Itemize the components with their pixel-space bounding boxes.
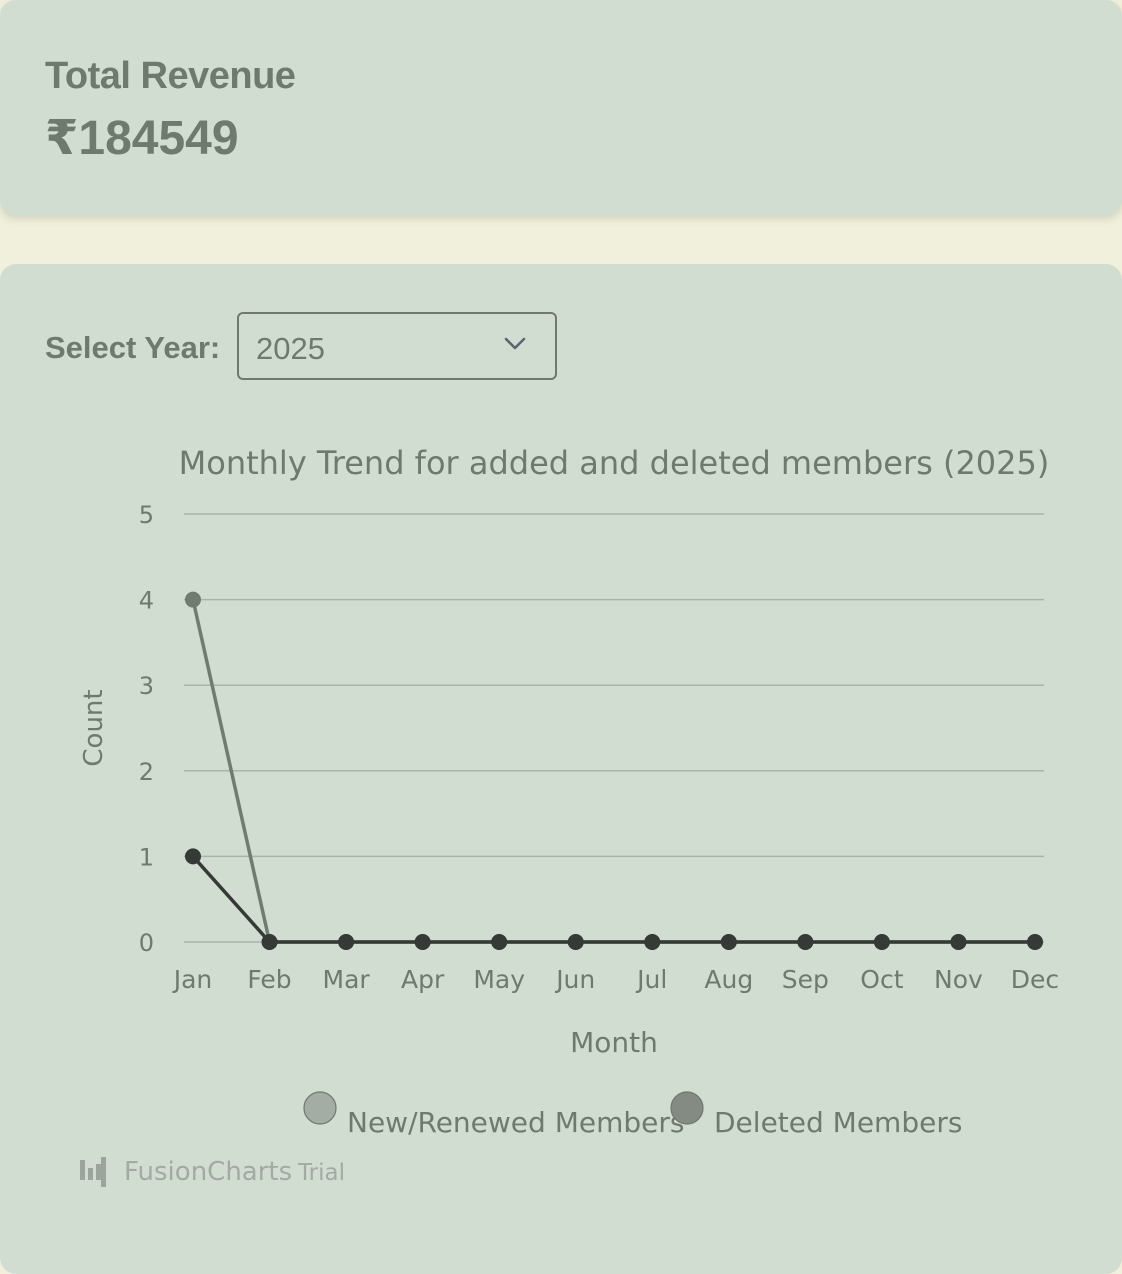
series-1 [185, 848, 1043, 950]
data-point[interactable] [567, 934, 584, 950]
data-point[interactable] [185, 591, 201, 608]
chart-card: Select Year: 2025 Monthly Trend for adde… [0, 264, 1122, 1274]
x-tick-label: Oct [860, 965, 903, 994]
x-tick-label: May [473, 965, 525, 994]
data-point[interactable] [720, 934, 737, 950]
x-tick-label: Feb [247, 965, 291, 994]
series-line [191, 855, 1035, 944]
data-point[interactable] [797, 934, 814, 950]
revenue-title: Total Revenue [45, 55, 296, 97]
watermark-suffix: Trial [297, 1160, 345, 1186]
data-point[interactable] [338, 934, 355, 950]
x-axis-ticks: Jan Feb Mar Apr May Jun Jul Aug Sep Oct Nov Dec [172, 965, 1059, 994]
y-tick-label: 1 [139, 843, 154, 871]
legend-item[interactable]: Deleted Members [670, 1091, 962, 1139]
data-point[interactable] [261, 934, 278, 950]
fusioncharts-watermark: FusionCharts Trial [80, 1157, 345, 1187]
x-tick-label: Jul [635, 965, 667, 994]
legend-label: Deleted Members [714, 1106, 962, 1139]
x-tick-label: Mar [323, 965, 371, 994]
x-tick-label: Jun [554, 965, 595, 994]
y-axis-label: Count [79, 689, 109, 766]
legend-item[interactable]: New/Renewed Members [303, 1091, 684, 1139]
chart-series [185, 591, 1043, 950]
line-chart: Monthly Trend for added and deleted memb… [79, 444, 1059, 1187]
x-axis-label: Month [570, 1026, 658, 1059]
y-tick-label: 5 [139, 501, 154, 529]
data-point[interactable] [414, 934, 431, 950]
watermark-brand: FusionCharts [124, 1157, 292, 1187]
year-select-value: 2025 [256, 331, 325, 366]
x-tick-label: Jan [172, 965, 213, 994]
x-tick-label: Nov [934, 965, 983, 994]
y-tick-label: 0 [139, 929, 154, 957]
year-select[interactable]: 2025 [237, 312, 557, 380]
data-point[interactable] [873, 934, 890, 950]
legend-label: New/Renewed Members [347, 1106, 684, 1139]
chart-legend: New/Renewed Members Deleted Members [303, 1091, 962, 1139]
data-point[interactable] [1027, 934, 1043, 950]
legend-marker-icon [303, 1091, 337, 1125]
y-tick-label: 4 [139, 587, 154, 615]
revenue-card: Total Revenue ₹184549 [0, 0, 1122, 216]
chart-grid [184, 513, 1044, 943]
revenue-value: ₹184549 [45, 112, 239, 165]
year-select-label: Select Year: [45, 330, 221, 365]
chart-title: Monthly Trend for added and deleted memb… [179, 444, 1050, 482]
y-tick-label: 3 [139, 672, 154, 700]
y-tick-label: 2 [139, 758, 154, 786]
data-point[interactable] [491, 934, 508, 950]
data-point[interactable] [950, 934, 967, 950]
legend-marker-icon [670, 1091, 704, 1125]
y-axis-ticks: 0 1 2 3 4 5 [139, 501, 154, 957]
data-point[interactable] [185, 848, 201, 865]
chevron-down-icon [504, 337, 526, 350]
x-tick-label: Dec [1011, 965, 1059, 994]
x-tick-label: Sep [782, 965, 829, 994]
x-tick-label: Apr [401, 965, 445, 994]
x-tick-label: Aug [704, 965, 753, 994]
data-point[interactable] [644, 934, 661, 950]
fusioncharts-logo-icon [80, 1157, 106, 1187]
